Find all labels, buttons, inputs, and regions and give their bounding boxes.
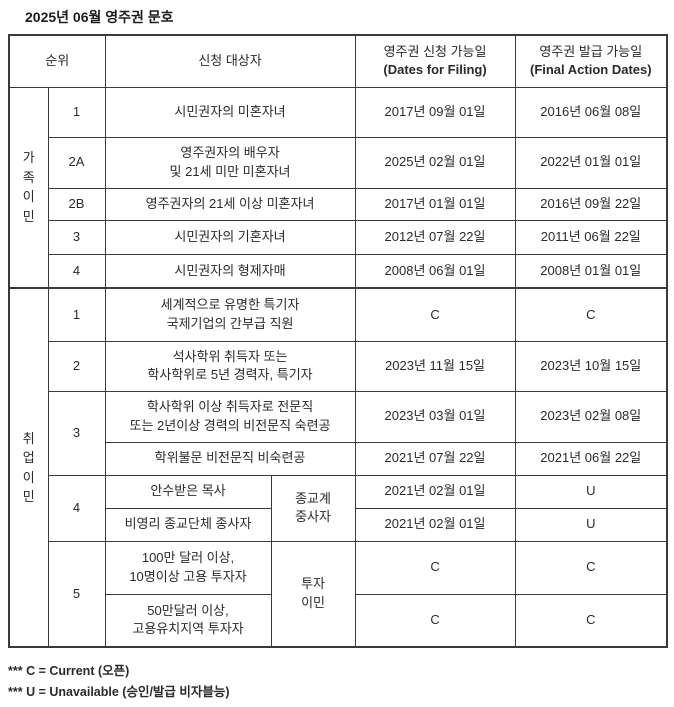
target-line-2: 10명이상 고용 투자자 <box>129 568 247 584</box>
group-line-1: 투자 <box>301 576 325 592</box>
final-date-cell: 2008년 01월 01일 <box>514 253 668 289</box>
family-category-cell: 가족이민 <box>8 86 49 289</box>
group-line-2: 이민 <box>301 594 325 610</box>
filing-date-cell: 2008년 06월 01일 <box>354 253 516 289</box>
family-category-label: 가족이민 <box>22 150 35 224</box>
filing-date-cell: 2012년 07월 22일 <box>354 219 516 255</box>
final-date-cell: 2016년 06월 08일 <box>514 86 668 138</box>
target-cell: 시민권자의 형제자매 <box>104 253 356 289</box>
target-cell: 비영리 종교단체 종사자 <box>104 507 272 542</box>
footnote-unavailable: *** U = Unavailable (승인/발급 비자블능) <box>8 685 230 699</box>
group-line-2: 중사자 <box>295 509 331 524</box>
rank-cell: 2 <box>47 340 106 392</box>
target-cell: 50만달러 이상, 고용유치지역 투자자 <box>104 593 272 648</box>
rank-cell: 2A <box>47 136 106 189</box>
final-date-cell: 2023년 10월 15일 <box>514 340 668 392</box>
table-row-family-3: 3 시민권자의 기혼자녀 2012년 07월 22일 2011년 06월 22일 <box>9 219 668 255</box>
employment-category-cell: 취업이민 <box>8 287 49 648</box>
header-row: 순위 신청 대상자 영주권 신청 가능일 (Dates for Filing) … <box>8 34 668 88</box>
filing-date-cell: C <box>354 540 516 595</box>
footnote-current: *** C = Current (오픈) <box>8 664 130 678</box>
final-date-cell: C <box>514 287 668 342</box>
rank-cell: 1 <box>47 86 106 138</box>
final-date-cell: 2022년 01월 01일 <box>514 136 668 189</box>
filing-date-cell: C <box>354 287 516 342</box>
header-final-korean: 영주권 발급 가능일 <box>539 43 643 59</box>
target-line-1: 학사학위 이상 취득자로 전문직 <box>146 399 314 415</box>
table-row-employment-2: 2 석사학위 취득자 또는 학사학위로 5년 경력자, 특기자 2023년 11… <box>9 340 668 392</box>
header-rank: 순위 <box>8 34 106 88</box>
target-cell: 세계적으로 유명한 특기자 국제기업의 간부급 직원 <box>104 287 356 342</box>
target-line-2: 국제기업의 간부급 직원 <box>166 315 294 331</box>
rank-cell: 3 <box>47 390 106 476</box>
table-row-employment-4b: 비영리 종교단체 종사자 2021년 02월 01일 U <box>9 507 668 542</box>
target-cell: 100만 달러 이상, 10명이상 고용 투자자 <box>104 540 272 595</box>
table-row-employment-3b: 학위불문 비전문직 비숙련공 2021년 07월 22일 2021년 06월 2… <box>9 441 668 476</box>
header-filing-korean: 영주권 신청 가능일 <box>383 43 487 59</box>
visa-bulletin-table: 순위 신청 대상자 영주권 신청 가능일 (Dates for Filing) … <box>8 34 669 648</box>
filing-date-cell: 2017년 01월 01일 <box>354 187 516 221</box>
table-row-employment-4a: 4 안수받은 목사 종교계 중사자 2021년 02월 01일 U <box>9 474 668 542</box>
target-cell: 안수받은 목사 <box>104 474 272 509</box>
header-filing-dates: 영주권 신청 가능일 (Dates for Filing) <box>354 34 516 88</box>
group-cell-investor: 투자 이민 <box>270 540 356 648</box>
target-cell: 학위불문 비전문직 비숙련공 <box>104 441 356 476</box>
target-line-1: 영주권자의 배우자 <box>180 145 280 161</box>
rank-cell: 5 <box>47 540 106 648</box>
filing-date-cell: 2025년 02월 01일 <box>354 136 516 189</box>
header-final-english: (Final Action Dates) <box>529 62 652 78</box>
rank-cell: 1 <box>47 287 106 342</box>
header-target: 신청 대상자 <box>104 34 356 88</box>
filing-date-cell: 2023년 11월 15일 <box>354 340 516 392</box>
target-line-1: 100만 달러 이상, <box>141 550 235 566</box>
target-line-2: 고용유치지역 투자자 <box>132 621 244 637</box>
target-cell: 시민권자의 미혼자녀 <box>104 86 356 138</box>
table-row-family-2b: 2B 영주권자의 21세 이상 미혼자녀 2017년 01월 01일 2016년… <box>9 187 668 221</box>
final-date-cell: 2023년 02월 08일 <box>514 390 668 443</box>
filing-date-cell: 2017년 09월 01일 <box>354 86 516 138</box>
final-date-cell: C <box>514 540 668 595</box>
rank-cell: 4 <box>47 253 106 289</box>
table-row-employment-5b: 50만달러 이상, 고용유치지역 투자자 C C <box>9 593 668 648</box>
target-line-1: 50만달러 이상, <box>147 602 229 618</box>
target-line-1: 세계적으로 유명한 특기자 <box>160 297 300 313</box>
table-row-family-4: 4 시민권자의 형제자매 2008년 06월 01일 2008년 01월 01일 <box>9 253 668 289</box>
table-row-employment-3a: 3 학사학위 이상 취득자로 전문직 또는 2년이상 경력의 비전문직 숙련공 … <box>9 390 668 476</box>
table-row-employment-5a: 5 100만 달러 이상, 10명이상 고용 투자자 투자 이민 C C <box>9 540 668 648</box>
header-final-action-dates: 영주권 발급 가능일 (Final Action Dates) <box>514 34 668 88</box>
target-cell: 영주권자의 배우자 및 21세 미만 미혼자녀 <box>104 136 356 189</box>
target-cell: 학사학위 이상 취득자로 전문직 또는 2년이상 경력의 비전문직 숙련공 <box>104 390 356 443</box>
final-date-cell: 2011년 06월 22일 <box>514 219 668 255</box>
table-row-employment-1: 취업이민 1 세계적으로 유명한 특기자 국제기업의 간부급 직원 C C <box>8 287 668 648</box>
employment-category-label: 취업이민 <box>22 430 35 505</box>
target-line-2: 및 21세 미만 미혼자녀 <box>169 163 291 179</box>
final-date-cell: U <box>514 507 668 542</box>
final-date-cell: 2016년 09월 22일 <box>514 187 668 221</box>
target-cell: 석사학위 취득자 또는 학사학위로 5년 경력자, 특기자 <box>104 340 356 392</box>
filing-date-cell: C <box>354 593 516 648</box>
group-cell-religious: 종교계 중사자 <box>270 474 356 542</box>
final-date-cell: U <box>514 474 668 509</box>
target-line-1: 석사학위 취득자 또는 <box>172 348 288 364</box>
final-date-cell: C <box>514 593 668 648</box>
rank-cell: 3 <box>47 219 106 255</box>
table-row-family-2a: 2A 영주권자의 배우자 및 21세 미만 미혼자녀 2025년 02월 01일… <box>9 136 668 189</box>
page-title: 2025년 06월 영주권 문호 <box>25 9 174 25</box>
header-filing-english: (Dates for Filing) <box>383 62 487 78</box>
table-row-family-1: 가족이민 1 시민권자의 미혼자녀 2017년 09월 01일 2016년 06… <box>8 86 668 289</box>
filing-date-cell: 2021년 07월 22일 <box>354 441 516 476</box>
target-cell: 시민권자의 기혼자녀 <box>104 219 356 255</box>
footnotes: *** C = Current (오픈) *** U = Unavailable… <box>8 661 674 703</box>
filing-date-cell: 2021년 02월 01일 <box>354 474 516 509</box>
target-line-2: 또는 2년이상 경력의 비전문직 숙련공 <box>129 417 331 433</box>
target-line-2: 학사학위로 5년 경력자, 특기자 <box>147 367 313 382</box>
target-cell: 영주권자의 21세 이상 미혼자녀 <box>104 187 356 221</box>
filing-date-cell: 2023년 03월 01일 <box>354 390 516 443</box>
filing-date-cell: 2021년 02월 01일 <box>354 507 516 542</box>
rank-cell: 4 <box>47 474 106 542</box>
final-date-cell: 2021년 06월 22일 <box>514 441 668 476</box>
group-line-1: 종교계 <box>295 490 331 506</box>
rank-cell: 2B <box>47 187 106 221</box>
